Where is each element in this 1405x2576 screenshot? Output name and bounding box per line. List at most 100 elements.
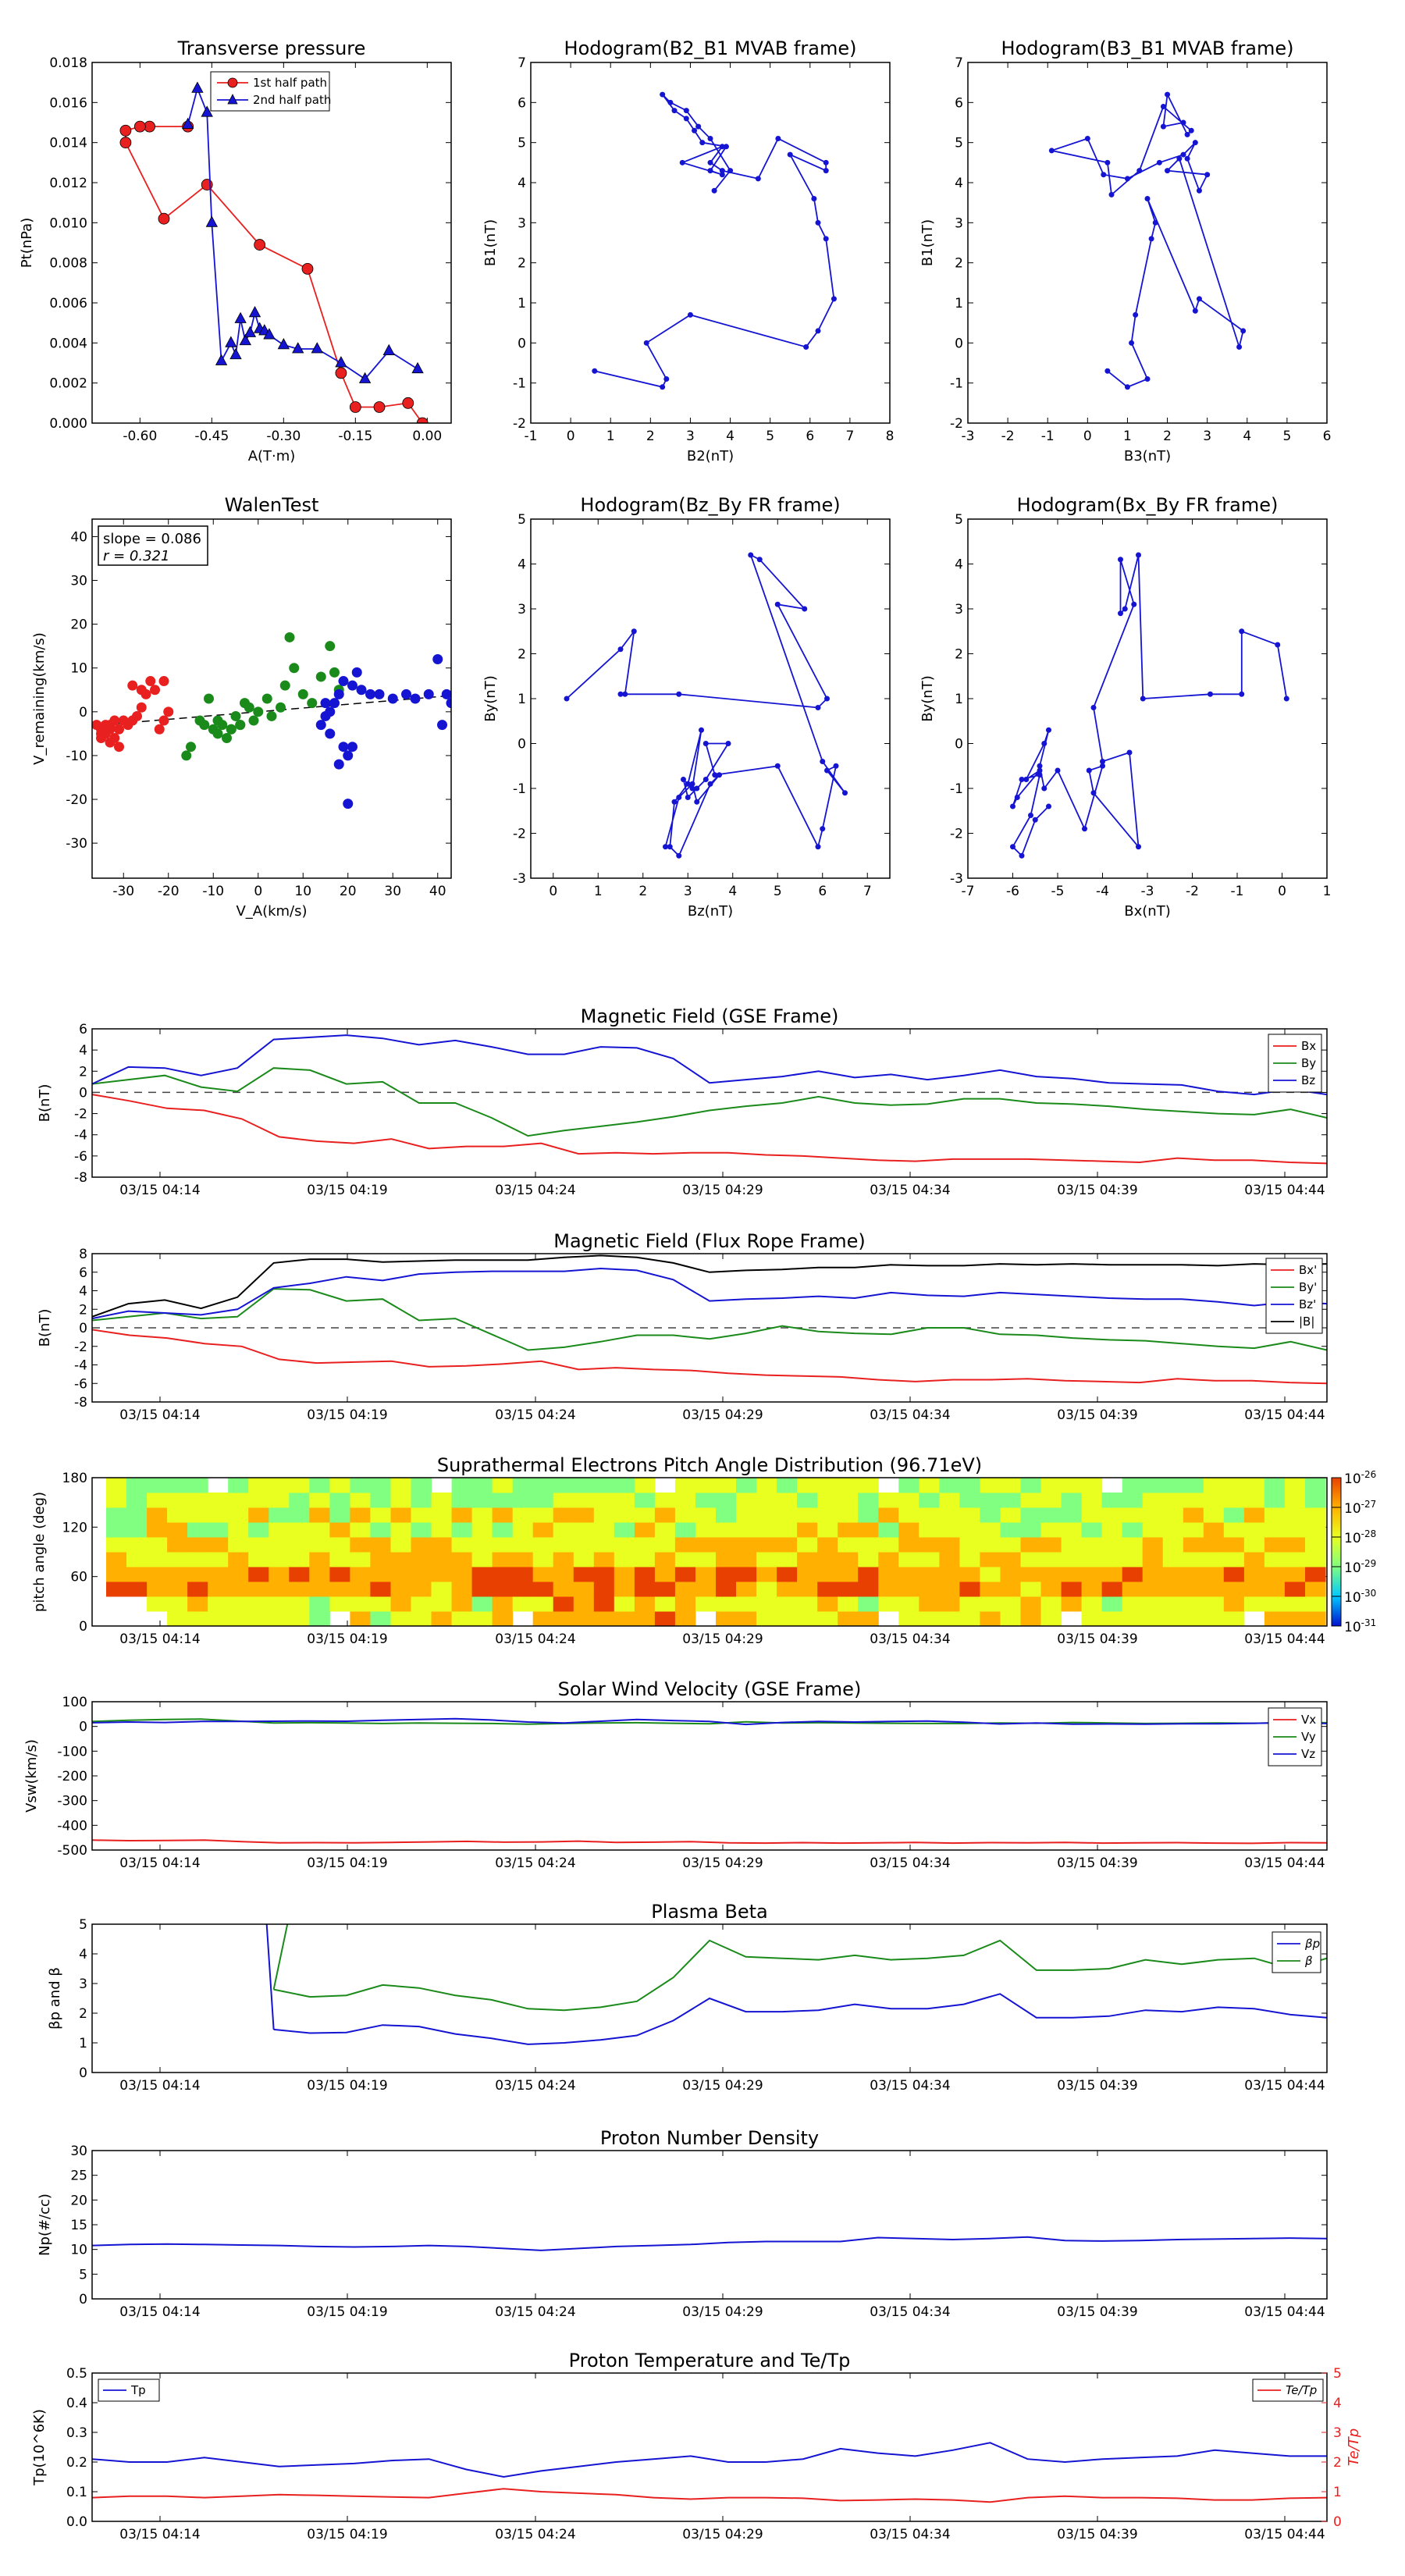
pad-heatmap-cell — [716, 1582, 737, 1597]
pad-heatmap-cell — [1040, 1582, 1062, 1597]
hzy-point — [689, 781, 695, 787]
pad-heatmap-cell — [1000, 1596, 1022, 1612]
pad-heatmap-cell — [959, 1522, 980, 1538]
walen-point — [320, 698, 331, 709]
pad-heatmap-cell — [777, 1507, 798, 1523]
pad-heatmap-cell — [878, 1493, 899, 1508]
h31-series-0-line — [1048, 92, 1244, 388]
hxy-point — [1086, 767, 1092, 774]
vsw-ytick-label: -100 — [57, 1744, 87, 1759]
hzy-ytick-label: 5 — [518, 512, 526, 528]
h31-point — [1084, 136, 1090, 142]
pad-heatmap-cell — [1223, 1493, 1245, 1508]
pad-heatmap-cell — [1061, 1507, 1083, 1523]
np-ytick-label: 0 — [79, 2292, 87, 2307]
hxy-xtick-label: 0 — [1278, 884, 1286, 899]
hxy-ytick-label: -2 — [950, 827, 963, 842]
pad-heatmap-cell — [777, 1493, 798, 1508]
vsw-xtick-label: 03/15 04:34 — [870, 1856, 950, 1871]
pad-heatmap-cell — [187, 1567, 208, 1582]
pad-heatmap-cell — [532, 1507, 554, 1523]
tp_ratio-xtick-label: 03/15 04:19 — [307, 2527, 387, 2542]
hzy-point — [712, 772, 718, 778]
hzy-point — [774, 763, 781, 769]
pad-heatmap-cell — [1305, 1522, 1326, 1538]
h31-ytick-label: 6 — [955, 95, 963, 111]
pad-heatmap-cell — [1081, 1596, 1103, 1612]
pad-heatmap-cell — [573, 1493, 595, 1508]
h21-ylabel: B1(nT) — [482, 219, 499, 266]
bgse-ytick-label: -6 — [74, 1149, 87, 1165]
pad-colorbar-exponent: -29 — [1361, 1558, 1377, 1569]
walen-point — [365, 688, 375, 699]
pad-heatmap-cell — [187, 1596, 208, 1612]
pad-heatmap-cell — [1061, 1552, 1083, 1567]
pad-heatmap-cell — [553, 1493, 574, 1508]
np-ylabel: Np(#/cc) — [37, 2194, 53, 2256]
pad-heatmap-cell — [492, 1596, 514, 1612]
h21-xtick-label: 5 — [766, 429, 774, 444]
pad-heatmap-cell — [797, 1596, 818, 1612]
pad-heatmap-cell — [289, 1507, 310, 1523]
pad-heatmap-cell — [1203, 1596, 1225, 1612]
walen-point — [96, 728, 106, 739]
hxy-point — [1090, 705, 1097, 710]
np-xtick-label: 03/15 04:44 — [1244, 2304, 1325, 2320]
tp-point — [201, 105, 213, 117]
walen-point — [253, 706, 264, 717]
pad-heatmap-cell — [674, 1567, 696, 1582]
pad-heatmap-cell — [370, 1493, 391, 1508]
walen-point — [325, 641, 336, 652]
bgse-xtick-label: 03/15 04:14 — [119, 1183, 200, 1198]
pad-heatmap-cell — [187, 1611, 208, 1626]
h21-point — [663, 376, 670, 382]
h31-xlabel: B3(nT) — [1124, 448, 1171, 464]
pad-heatmap-cell — [492, 1611, 514, 1626]
pad-heatmap-cell — [817, 1537, 838, 1553]
tp-point — [335, 367, 347, 379]
pad-heatmap-cell — [289, 1596, 310, 1612]
hzy-xtick-label: 4 — [728, 884, 737, 899]
hxy-xtick-label: -4 — [1096, 884, 1109, 899]
h21-ytick-label: 0 — [518, 336, 526, 351]
pad-heatmap-cell — [674, 1582, 696, 1597]
pad-heatmap-cell — [959, 1537, 980, 1553]
tp-point — [311, 342, 323, 354]
h21-xtick-label: -1 — [525, 429, 538, 444]
pad-heatmap-cell — [208, 1552, 229, 1567]
tp-point — [277, 338, 290, 350]
pad-heatmap-cell — [431, 1596, 453, 1612]
pad-heatmap-cell — [634, 1493, 656, 1508]
hzy-point — [820, 826, 826, 832]
pad-heatmap-cell — [532, 1582, 554, 1597]
walen-point — [186, 742, 196, 753]
bfr-frame — [91, 1253, 1328, 1403]
pad-heatmap-cell — [1162, 1522, 1184, 1538]
pad-heatmap-cell — [147, 1493, 168, 1508]
pad-heatmap-cell — [431, 1552, 453, 1567]
pad-heatmap-cell — [777, 1596, 798, 1612]
pad-heatmap-cell — [797, 1493, 818, 1508]
tp-point — [215, 354, 228, 365]
tp-ratio-y2tick-label: 2 — [1333, 2455, 1342, 2471]
np-ytick-label: 30 — [70, 2144, 87, 2159]
walen-xtick-label: 0 — [254, 884, 262, 899]
walen-point — [356, 685, 367, 696]
pad-heatmap-cell — [1061, 1567, 1083, 1582]
tp-point — [229, 347, 242, 360]
h21-point — [707, 136, 713, 142]
pad-heatmap-cell — [634, 1507, 656, 1523]
beta-xtick-label: 03/15 04:14 — [119, 2078, 200, 2094]
hzy-point — [820, 759, 826, 764]
pad-heatmap-cell — [573, 1567, 595, 1582]
pad-heatmap-cell — [1305, 1567, 1326, 1582]
pad-heatmap-cell — [532, 1596, 554, 1612]
pad-heatmap-cell — [878, 1596, 899, 1612]
pad-heatmap-cell — [187, 1478, 208, 1493]
pad-heatmap-cell — [1183, 1552, 1204, 1567]
pad-heatmap-cell — [939, 1522, 960, 1538]
pad-heatmap-cell — [1101, 1582, 1123, 1597]
panel-bfr: Magnetic Field (Flux Rope Frame) 03/15 04… — [37, 1230, 1328, 1423]
walen-point — [261, 693, 272, 704]
tp-ytick-label: 0.018 — [49, 55, 87, 71]
